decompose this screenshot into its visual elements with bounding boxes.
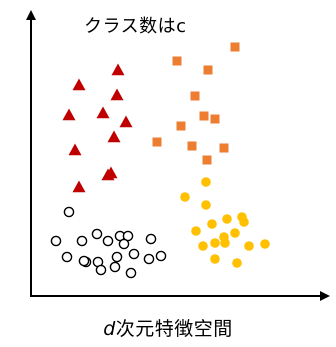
open-circle-marker [102, 235, 114, 247]
open-circle-marker [91, 228, 103, 240]
circle-class-points [50, 206, 167, 279]
open-circle-marker [118, 238, 130, 250]
triangle-marker [107, 130, 121, 143]
open-circle-marker [125, 267, 137, 279]
filled-dot-marker [210, 254, 220, 264]
triangle-marker [96, 106, 110, 119]
open-circle-marker [95, 264, 107, 276]
triangle-marker [72, 180, 86, 193]
square-marker [152, 137, 162, 147]
dimension-variable: d [103, 318, 116, 340]
open-circle-marker [155, 250, 167, 262]
diagram-title: クラス数はc [84, 16, 187, 37]
triangle-marker [104, 166, 118, 179]
filled-dot-marker [239, 217, 249, 227]
filled-dot-marker [210, 238, 220, 248]
square-marker [190, 91, 200, 101]
axes [26, 10, 330, 301]
open-circle-marker [128, 248, 140, 260]
dot-class-points [180, 177, 270, 268]
open-circle-marker [111, 251, 123, 263]
filled-dot-marker [232, 258, 242, 268]
filled-dot-marker [198, 241, 208, 251]
square-marker [187, 141, 197, 151]
square-marker [176, 121, 186, 131]
filled-dot-marker [260, 239, 270, 249]
open-circle-marker [109, 261, 121, 273]
filled-dot-marker [191, 226, 201, 236]
square-marker [203, 65, 213, 75]
open-circle-marker [61, 251, 73, 263]
open-circle-marker [143, 253, 155, 265]
square-marker [172, 56, 182, 66]
filled-dot-marker [230, 228, 240, 238]
square-marker [202, 155, 212, 165]
triangle-marker [72, 78, 86, 91]
triangle-marker [68, 143, 82, 156]
open-circle-marker [63, 206, 75, 218]
square-marker [199, 111, 209, 121]
filled-dot-marker [201, 200, 211, 210]
x-axis-label-text: 次元特徴空間 [115, 318, 233, 340]
triangle-marker [111, 63, 125, 76]
triangle-marker [62, 108, 76, 121]
square-marker [210, 114, 220, 124]
filled-dot-marker [244, 241, 254, 251]
x-axis-label: d次元特徴空間 [0, 314, 336, 341]
filled-dot-marker [180, 192, 190, 202]
triangle-marker [119, 115, 133, 128]
filled-dot-marker [201, 177, 211, 187]
open-circle-marker [78, 255, 90, 267]
filled-dot-marker [220, 238, 230, 248]
square-marker [219, 143, 229, 153]
open-circle-marker [76, 235, 88, 247]
open-circle-marker [50, 235, 62, 247]
square-class-points [152, 42, 240, 165]
square-marker [230, 42, 240, 52]
triangle-marker [110, 88, 124, 101]
filled-dot-marker [222, 214, 232, 224]
filled-dot-marker [207, 219, 217, 229]
triangle-class-points [62, 63, 133, 193]
open-circle-marker [145, 233, 157, 245]
